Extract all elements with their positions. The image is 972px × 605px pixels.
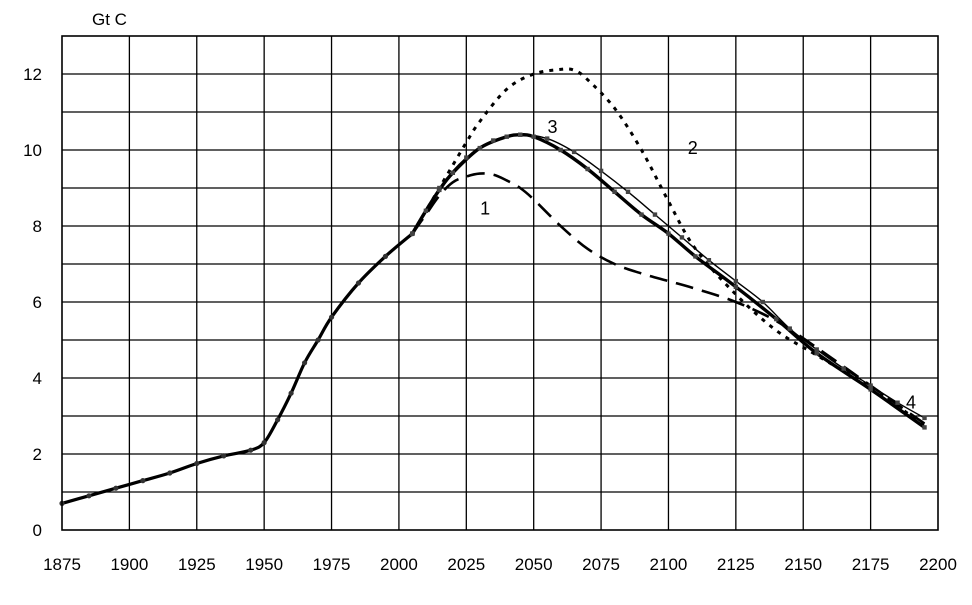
series-3-point [639, 212, 644, 217]
series-3-point [612, 189, 617, 194]
series-3-point [868, 387, 873, 392]
historical-point [221, 453, 227, 459]
series-4-point [760, 299, 765, 305]
x-tick-label: 2025 [447, 555, 485, 574]
series-3-point [922, 425, 927, 430]
series-3-point [814, 351, 819, 356]
x-tick-label: 2175 [852, 555, 890, 574]
x-tick-label: 2075 [582, 555, 620, 574]
series-labels: 1 2 3 4 [480, 117, 916, 413]
y-axis-unit-label: Gt C [92, 10, 127, 29]
series-3-point [531, 134, 536, 139]
historical-point [288, 390, 294, 396]
series-2-line [411, 67, 926, 427]
series-4-point [518, 132, 523, 137]
historical-point [328, 314, 335, 320]
y-tick-label: 2 [33, 445, 42, 464]
series-4-line [411, 134, 925, 419]
x-tick-label: 1900 [110, 555, 148, 574]
grid [62, 36, 938, 530]
x-tick-label: 2150 [784, 555, 822, 574]
x-tick-label: 1875 [43, 555, 81, 574]
series-4-point [544, 136, 550, 141]
plot-frame [61, 35, 939, 531]
series-1-line [411, 172, 926, 425]
historical-line [61, 232, 414, 505]
series-label-1: 1 [480, 199, 490, 219]
series-3-point [477, 145, 482, 151]
series-3-point [666, 231, 671, 236]
series-4-point [571, 149, 577, 155]
series-3-point [774, 316, 779, 322]
series-4-point [841, 366, 846, 371]
historical-point [167, 470, 173, 476]
historical-point [301, 360, 308, 366]
series-3-point [585, 166, 590, 172]
y-tick-label: 4 [33, 369, 42, 388]
series-3-point [558, 147, 563, 153]
historical-point [140, 478, 146, 484]
series-label-4: 4 [906, 392, 916, 412]
x-tick-label: 2050 [515, 555, 553, 574]
series-3-point [450, 170, 456, 175]
y-tick-label: 0 [33, 521, 42, 540]
series-4-point [464, 155, 469, 160]
series-4-point [787, 326, 792, 331]
series-label-2: 2 [688, 138, 698, 158]
historical-point [315, 337, 321, 343]
series-4-point [922, 415, 927, 421]
series-lines [61, 67, 926, 505]
x-tick-label: 2000 [380, 555, 418, 574]
series-4-point [679, 235, 685, 240]
historical-point [355, 280, 362, 286]
y-tick-label: 6 [33, 293, 42, 312]
series-4-point [868, 383, 873, 388]
historical-point [194, 460, 200, 467]
historical-point [261, 440, 267, 446]
series-4-point [437, 185, 442, 191]
series-3-point [693, 254, 698, 259]
series-markers [59, 132, 927, 506]
series-4-point [598, 168, 604, 174]
x-tick-label: 2200 [919, 555, 957, 574]
series-4-point [625, 189, 631, 194]
x-tick-labels: 1875 1900 1925 1950 1975 2000 2025 2050 2075 2100… [43, 555, 957, 574]
series-3-point [504, 134, 509, 139]
y-tick-labels: 0 2 4 6 8 10 12 [23, 65, 42, 540]
series-4-point [491, 138, 496, 143]
historical-point [248, 447, 254, 453]
x-tick-label: 1950 [245, 555, 283, 574]
series-3-point [423, 208, 429, 213]
series-4-point [410, 231, 415, 236]
series-4-point [733, 278, 739, 284]
series-label-3: 3 [548, 117, 558, 137]
historical-point [113, 485, 119, 491]
series-4-point [895, 400, 900, 405]
series-3-point [733, 284, 739, 289]
historical-point [382, 253, 389, 259]
series-4-point [814, 347, 819, 352]
x-tick-label: 2125 [717, 555, 755, 574]
historical-point [86, 493, 92, 499]
historical-point [275, 417, 281, 423]
x-tick-label: 1925 [178, 555, 216, 574]
series-4-point [652, 212, 658, 217]
y-tick-label: 10 [23, 141, 42, 160]
x-tick-label: 1975 [313, 555, 351, 574]
series-4-point [706, 258, 712, 263]
x-tick-label: 2100 [650, 555, 688, 574]
y-tick-label: 8 [33, 217, 42, 236]
y-tick-label: 12 [23, 65, 42, 84]
